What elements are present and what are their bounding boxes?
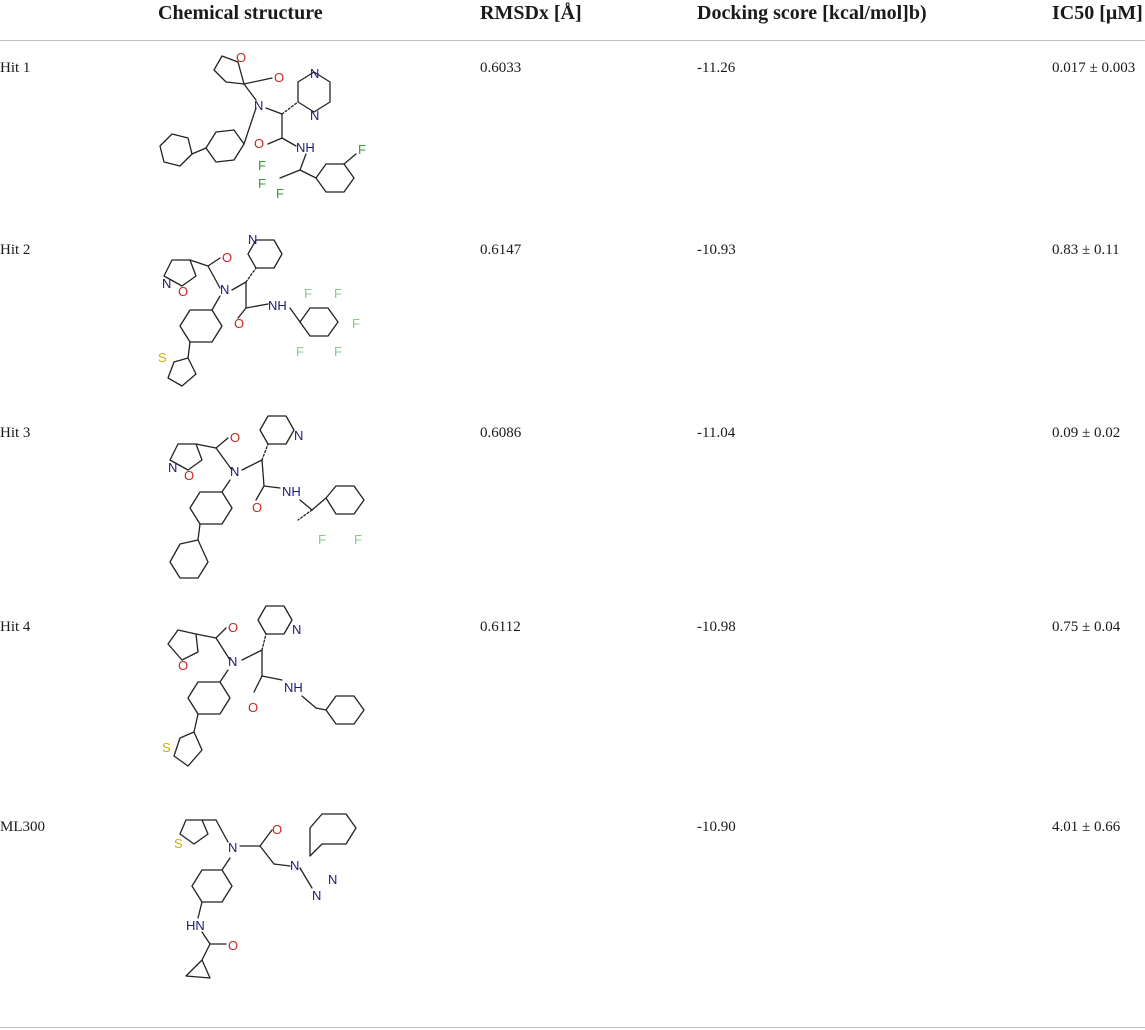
svg-text:O: O (230, 430, 240, 445)
rmsd-value: 0.6033 (480, 60, 522, 76)
svg-text:F: F (318, 532, 326, 547)
svg-text:F: F (334, 286, 342, 301)
svg-text:HN: HN (186, 918, 205, 933)
docking-score-value: -11.26 (697, 60, 736, 76)
svg-text:O: O (178, 284, 188, 299)
svg-text:NH: NH (282, 484, 301, 499)
svg-text:O: O (272, 822, 282, 837)
svg-text:N: N (230, 464, 239, 479)
svg-text:O: O (184, 468, 194, 483)
svg-text:N: N (220, 282, 229, 297)
header-chemical-structure: Chemical structure (158, 2, 323, 24)
table-bottom-rule (0, 1027, 1145, 1028)
svg-text:N: N (228, 654, 237, 669)
ic50-value: 0.83 ± 0.11 (1052, 242, 1120, 258)
hit-1-molecule-icon: N O O N N O NH F F F F (159, 50, 366, 201)
svg-text:F: F (334, 344, 342, 359)
row-name: Hit 4 (0, 619, 31, 635)
svg-text:N: N (162, 276, 171, 291)
svg-text:F: F (276, 186, 284, 201)
svg-text:F: F (258, 176, 266, 191)
rmsd-value: 0.6086 (480, 425, 522, 441)
docking-score-value: -10.93 (697, 242, 736, 258)
header-docking-score: Docking score [kcal/mol]b) (697, 2, 927, 24)
header-rmsd: RMSDx [Å] (480, 2, 582, 24)
row-name: Hit 2 (0, 242, 31, 258)
svg-text:F: F (258, 158, 266, 173)
svg-text:O: O (178, 658, 188, 673)
svg-text:N: N (290, 858, 299, 873)
svg-text:O: O (228, 620, 238, 635)
svg-text:N: N (310, 108, 319, 123)
docking-score-value: -10.98 (697, 619, 736, 635)
svg-text:S: S (162, 740, 171, 755)
svg-text:N: N (292, 622, 301, 637)
svg-text:N: N (310, 66, 319, 81)
docking-score-value: -10.90 (697, 819, 736, 835)
svg-text:N: N (312, 888, 321, 903)
svg-text:O: O (222, 250, 232, 265)
svg-text:F: F (352, 316, 360, 331)
svg-text:NH: NH (284, 680, 303, 695)
svg-text:O: O (274, 70, 284, 85)
header-rule (0, 40, 1145, 41)
svg-text:O: O (236, 50, 246, 65)
svg-text:F: F (296, 344, 304, 359)
svg-text:O: O (248, 700, 258, 715)
row-name: Hit 1 (0, 60, 31, 76)
svg-text:O: O (228, 938, 238, 953)
svg-text:S: S (158, 350, 167, 365)
svg-text:F: F (354, 532, 362, 547)
svg-text:O: O (254, 136, 264, 151)
svg-text:F: F (304, 286, 312, 301)
svg-text:O: O (234, 316, 244, 331)
ml300-molecule-icon: S N O N N N HN O (174, 813, 357, 979)
svg-text:N: N (248, 232, 257, 247)
svg-text:N: N (294, 428, 303, 443)
svg-text:S: S (174, 836, 183, 851)
svg-text:NH: NH (296, 140, 315, 155)
rmsd-value: 0.6147 (480, 242, 522, 258)
ic50-value: 0.75 ± 0.04 (1052, 619, 1121, 635)
hit-2-molecule-icon: N O O N S N O NH F F F F F (158, 232, 360, 387)
header-ic50: IC50 [μM] (1052, 2, 1143, 24)
svg-text:N: N (228, 840, 237, 855)
ic50-value: 0.09 ± 0.02 (1052, 425, 1121, 441)
svg-text:NH: NH (268, 298, 287, 313)
row-name: Hit 3 (0, 425, 31, 441)
svg-text:N: N (168, 460, 177, 475)
rmsd-value: 0.6112 (480, 619, 521, 635)
hit-4-molecule-icon: O O N S N O NH (162, 605, 365, 767)
svg-text:N: N (254, 98, 263, 113)
docking-score-value: -11.04 (697, 425, 736, 441)
ic50-value: 0.017 ± 0.003 (1052, 60, 1136, 76)
hit-3-molecule-icon: N O O N N O NH F F (168, 415, 365, 579)
svg-text:N: N (328, 872, 337, 887)
svg-text:F: F (358, 142, 366, 157)
svg-text:O: O (252, 500, 262, 515)
ic50-value: 4.01 ± 0.66 (1052, 819, 1121, 835)
row-name: ML300 (0, 819, 45, 835)
